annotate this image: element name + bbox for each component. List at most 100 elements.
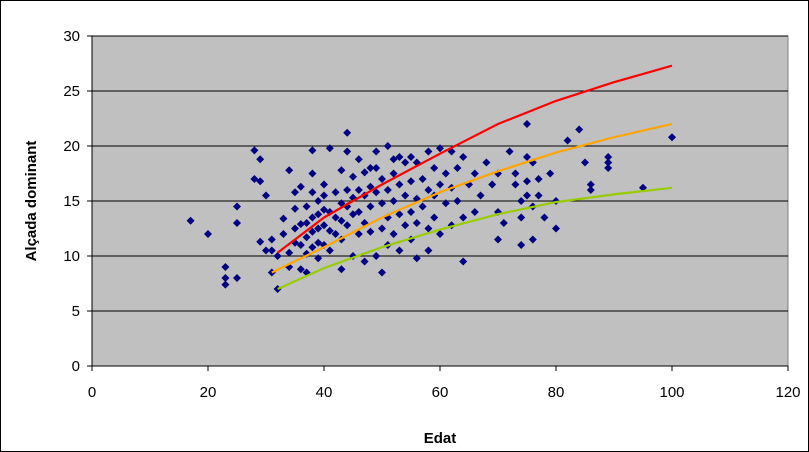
scatter-point-111 xyxy=(407,177,415,186)
scatter-point-4 xyxy=(221,280,230,289)
scatter-point-17 xyxy=(267,235,276,244)
scatter-point-76 xyxy=(354,186,363,194)
y-tick-labels: 0 5 10 15 20 25 30 xyxy=(63,28,92,375)
y-tick-label-5: 5 xyxy=(72,303,80,320)
scatter-point-14 xyxy=(262,246,270,255)
scatter-point-141 xyxy=(470,169,479,178)
scatter-point-42 xyxy=(308,227,317,236)
scatter-point-87 xyxy=(372,147,381,156)
scatter-point-26 xyxy=(291,204,299,213)
scatter-point-148 xyxy=(494,235,502,244)
scatter-point-123 xyxy=(424,246,433,255)
scatter-point-92 xyxy=(378,199,386,208)
scatter-point-71 xyxy=(349,172,357,181)
scatter-point-101 xyxy=(389,197,398,205)
scatter-point-90 xyxy=(372,252,381,260)
scatter-point-85 xyxy=(366,202,375,211)
scatter-point-151 xyxy=(511,169,520,178)
scatter-point-145 xyxy=(488,180,497,189)
scatter-point-100 xyxy=(389,169,398,178)
scatter-point-70 xyxy=(343,221,352,230)
y-tick-label-30: 30 xyxy=(63,28,80,45)
y-tick-label-15: 15 xyxy=(63,193,80,210)
scatter-point-32 xyxy=(296,265,305,274)
scatter-point-9 xyxy=(250,175,259,183)
scatter-point-10 xyxy=(256,155,265,164)
scatter-point-155 xyxy=(517,241,526,249)
scatter-point-153 xyxy=(517,197,526,205)
scatter-point-95 xyxy=(383,142,392,150)
x-tick-label-100: 100 xyxy=(659,384,684,401)
x-tick-label-60: 60 xyxy=(432,384,449,401)
scatter-point-0 xyxy=(186,216,195,225)
scatter-point-1 xyxy=(204,230,212,238)
scatter-point-108 xyxy=(401,191,410,200)
x-tick-label-120: 120 xyxy=(775,384,800,401)
scatter-point-168 xyxy=(552,224,560,233)
scatter-points xyxy=(186,120,676,293)
scatter-point-49 xyxy=(320,180,328,189)
scatter-point-23 xyxy=(285,166,294,175)
scatter-point-176 xyxy=(604,164,613,172)
scatter-point-159 xyxy=(523,191,531,200)
scatter-point-174 xyxy=(604,153,613,161)
scatter-point-109 xyxy=(401,221,410,230)
scatter-point-61 xyxy=(337,166,346,175)
scatter-point-59 xyxy=(331,213,340,222)
scatter-point-107 xyxy=(401,158,410,167)
x-axis-title: Edat xyxy=(424,430,457,447)
scatter-point-102 xyxy=(389,230,398,238)
scatter-point-110 xyxy=(407,153,415,161)
scatter-point-129 xyxy=(436,230,444,238)
scatter-point-57 xyxy=(325,246,334,255)
scatter-point-120 xyxy=(424,147,433,156)
scatter-point-2 xyxy=(221,263,230,271)
scatter-point-170 xyxy=(575,125,584,134)
scatter-point-112 xyxy=(407,208,415,216)
scatter-point-96 xyxy=(383,186,392,194)
scatter-point-15 xyxy=(267,246,276,255)
scatter-point-124 xyxy=(430,164,439,172)
scatter-point-149 xyxy=(499,219,508,227)
x-tick-label-80: 80 xyxy=(548,384,565,401)
scatter-point-106 xyxy=(395,246,404,255)
scatter-point-119 xyxy=(418,202,427,211)
scatter-point-68 xyxy=(343,186,352,194)
scatter-point-20 xyxy=(279,214,288,223)
scatter-point-152 xyxy=(511,180,520,189)
scatter-point-29 xyxy=(296,220,305,229)
scatter-point-150 xyxy=(505,147,514,156)
scatter-point-137 xyxy=(459,153,468,161)
scatter-point-56 xyxy=(325,226,334,235)
scatter-point-51 xyxy=(320,221,328,230)
y-tick-label-0: 0 xyxy=(72,358,80,375)
scatter-point-88 xyxy=(372,164,381,172)
scatter-point-104 xyxy=(395,180,404,189)
scatter-point-156 xyxy=(523,120,531,128)
scatter-point-163 xyxy=(534,175,543,183)
scatter-point-31 xyxy=(296,241,305,249)
scatter-point-175 xyxy=(604,158,613,167)
scatter-point-172 xyxy=(586,186,595,194)
scatter-point-41 xyxy=(308,213,317,222)
scatter-point-67 xyxy=(343,147,352,156)
scatter-point-157 xyxy=(523,153,531,161)
scatter-point-43 xyxy=(308,243,317,252)
scatter-point-121 xyxy=(424,186,433,194)
scatter-point-7 xyxy=(233,219,241,227)
scatter-point-105 xyxy=(395,210,404,219)
scatter-point-164 xyxy=(534,191,543,200)
curve-line-3 xyxy=(277,186,673,291)
scatter-point-19 xyxy=(273,252,282,260)
scatter-point-33 xyxy=(302,219,311,227)
scatter-point-39 xyxy=(308,169,317,178)
scatter-point-46 xyxy=(314,224,323,233)
scatter-point-34 xyxy=(302,202,311,211)
scatter-point-65 xyxy=(337,265,346,274)
scatter-point-5 xyxy=(233,274,241,282)
scatter-point-126 xyxy=(430,213,439,222)
scatter-point-25 xyxy=(291,224,299,233)
scatter-point-22 xyxy=(285,248,294,257)
scatter-point-122 xyxy=(424,224,433,233)
